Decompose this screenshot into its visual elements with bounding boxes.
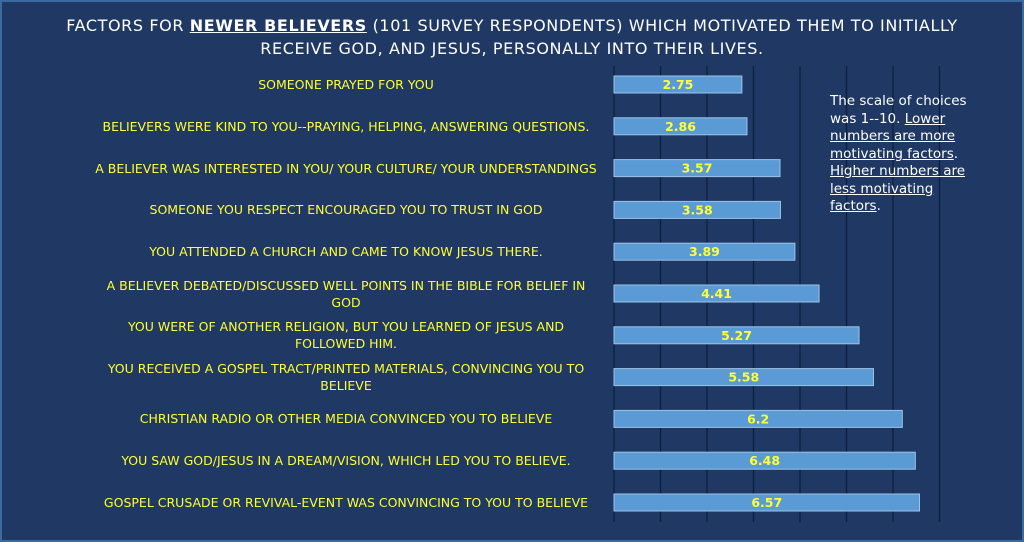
title-prefix: FACTORS FOR [66, 16, 190, 35]
bar [613, 284, 820, 303]
category-label: A BELIEVER WAS INTERESTED IN YOU/ YOUR C… [95, 160, 597, 176]
bar-value-label: 5.58 [728, 370, 759, 385]
bar [613, 200, 781, 219]
bar-value-label: 2.86 [665, 119, 696, 134]
category-label: YOU RECEIVED A GOSPEL TRACT/PRINTED MATE… [107, 361, 585, 394]
title-emphasis: NEWER BELIEVERS [189, 16, 367, 35]
bar-value-label: 6.48 [749, 453, 780, 468]
note-scale-text: The scale of choices was 1--10. [830, 93, 967, 127]
title-suffix: (101 SURVEY RESPONDENTS) WHICH MOTIVATED… [260, 16, 958, 58]
note-separator: . [953, 145, 959, 162]
scale-note: The scale of choices was 1--10. Lower nu… [830, 93, 975, 216]
note-lower-text: Lower numbers are more motivating factor… [830, 110, 956, 162]
category-label: SOMEONE YOU RESPECT ENCOURAGED YOU TO TR… [149, 202, 543, 218]
category-label: BELIEVERS WERE KIND TO YOU--PRAYING, HEL… [102, 118, 590, 134]
bar [613, 493, 921, 512]
bar-value-label: 3.57 [682, 161, 713, 176]
category-label: YOU ATTENDED A CHURCH AND CAME TO KNOW J… [149, 244, 543, 260]
bar [613, 242, 796, 261]
note-period: . [876, 198, 881, 214]
category-label: A BELIEVER DEBATED/DISCUSSED WELL POINTS… [106, 277, 586, 310]
category-label: GOSPEL CRUSADE OR REVIVAL-EVENT WAS CONV… [103, 495, 589, 510]
bar [613, 159, 781, 178]
bar [613, 368, 874, 387]
bar [613, 326, 860, 345]
bar [613, 451, 916, 470]
category-label: CHRISTIAN RADIO OR OTHER MEDIA CONVINCED… [139, 411, 553, 427]
chart-title: FACTORS FOR NEWER BELIEVERS (101 SURVEY … [32, 14, 992, 60]
category-label: SOMEONE PRAYED FOR YOU [258, 77, 434, 92]
bar-value-label: 4.41 [701, 286, 732, 301]
bar-value-label: 3.89 [689, 244, 720, 259]
bar [613, 75, 743, 94]
bar [613, 409, 903, 428]
bar-value-label: 6.57 [751, 495, 782, 510]
bar-value-label: 2.75 [663, 77, 694, 92]
bar-value-label: 6.2 [747, 411, 769, 426]
bar-value-label: 5.27 [721, 328, 752, 343]
category-label: YOU WERE OF ANOTHER RELIGION, BUT YOU LE… [127, 319, 565, 352]
bar [613, 117, 748, 136]
category-label: YOU SAW GOD/JESUS IN A DREAM/VISION, WHI… [121, 453, 571, 469]
bar-value-label: 3.58 [682, 202, 713, 217]
note-higher-text: Higher numbers are less motivating facto… [830, 163, 966, 214]
